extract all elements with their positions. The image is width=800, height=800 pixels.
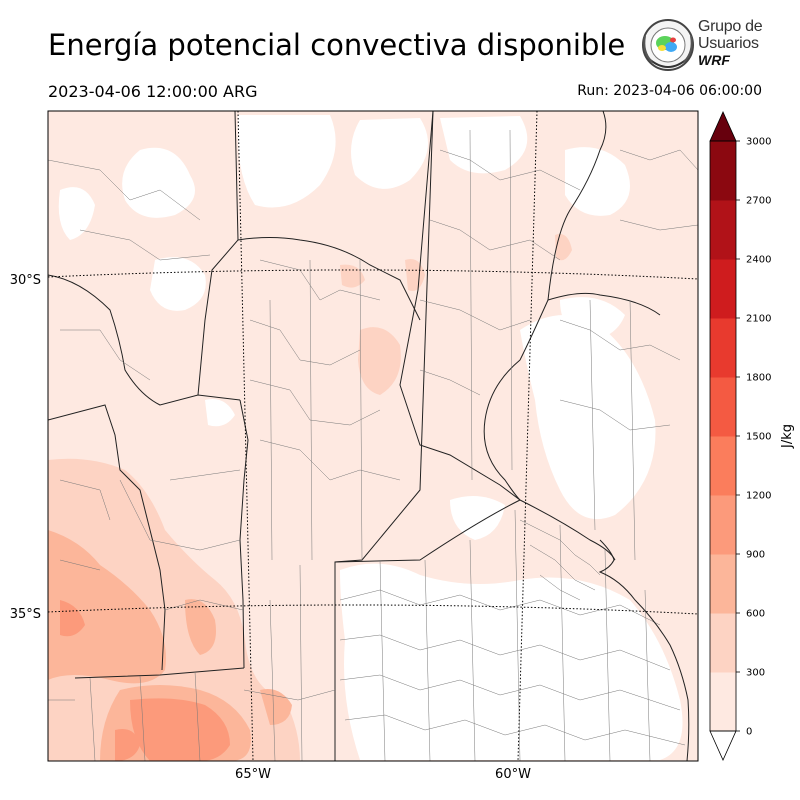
- colorbar-tick-label: 600: [746, 609, 765, 620]
- colorbar: 0 300 600 900 1200 1500 1800 2100 2400 2700 3000: [709, 111, 771, 761]
- logo-line-2: Usuarios: [698, 35, 759, 52]
- map-frame: [47, 110, 699, 762]
- graticule: [48, 111, 698, 761]
- latitude-labels: 30°S 35°S: [10, 273, 41, 622]
- department-boundaries: [48, 129, 698, 761]
- colorbar-swatch: [710, 495, 736, 555]
- valid-time: 2023-04-06 12:00:00 ARG: [48, 82, 258, 101]
- lon-label-65w: 65°W: [235, 767, 271, 782]
- province-boundaries: [48, 111, 661, 761]
- colorbar-tick-label: 1200: [746, 491, 771, 502]
- colorbar-swatch: [710, 554, 736, 614]
- lat-label-30s: 30°S: [10, 273, 41, 288]
- colorbar-tick-label: 1800: [746, 373, 771, 384]
- colorbar-extend-min: [709, 730, 737, 761]
- coastline: [598, 539, 690, 761]
- colorbar-swatch: [710, 141, 736, 201]
- logo-text: Grupo de Usuarios WRF: [698, 18, 763, 69]
- cape-contour-900-1200: [60, 600, 230, 761]
- run-time: Run: 2023-04-06 06:00:00: [577, 83, 762, 99]
- colorbar-swatch: [710, 259, 736, 319]
- colorbar-swatch: [710, 613, 736, 673]
- colorbar-tick-label: 2100: [746, 314, 771, 325]
- wrf-logo: Grupo de Usuarios WRF: [638, 18, 768, 74]
- lat-label-35s: 35°S: [10, 607, 41, 622]
- colorbar-swatch: [710, 318, 736, 378]
- colorbar-units: J/kg: [780, 424, 795, 449]
- longitude-labels: 65°W 60°W: [235, 767, 531, 782]
- lon-label-60w: 60°W: [495, 767, 531, 782]
- logo-line-3: WRF: [698, 52, 730, 68]
- cape-blank-areas: [58, 115, 683, 760]
- wrf-emblem-icon: [642, 19, 694, 71]
- cape-contour-300-600: [48, 234, 572, 761]
- colorbar-tick-label: 0: [746, 727, 752, 738]
- colorbar-swatch: [710, 200, 736, 260]
- colorbar-swatch: [710, 672, 736, 732]
- colorbar-swatch: [710, 436, 736, 496]
- colorbar-extend-max: [709, 111, 737, 142]
- colorbar-swatch: [710, 377, 736, 437]
- map-area: [48, 111, 698, 761]
- map-title: Energía potencial convectiva disponible: [48, 28, 626, 62]
- colorbar-tick-label: 2700: [746, 196, 771, 207]
- colorbar-tick-label: 1500: [746, 432, 771, 443]
- logo-line-1: Grupo de: [698, 18, 763, 35]
- colorbar-tick-label: 3000: [746, 137, 771, 148]
- buenos-aires-partidos: [339, 509, 686, 761]
- colorbar-tick-label: 2400: [746, 255, 771, 266]
- colorbar-tick-label: 900: [746, 550, 765, 561]
- colorbar-tick-label: 300: [746, 668, 765, 679]
